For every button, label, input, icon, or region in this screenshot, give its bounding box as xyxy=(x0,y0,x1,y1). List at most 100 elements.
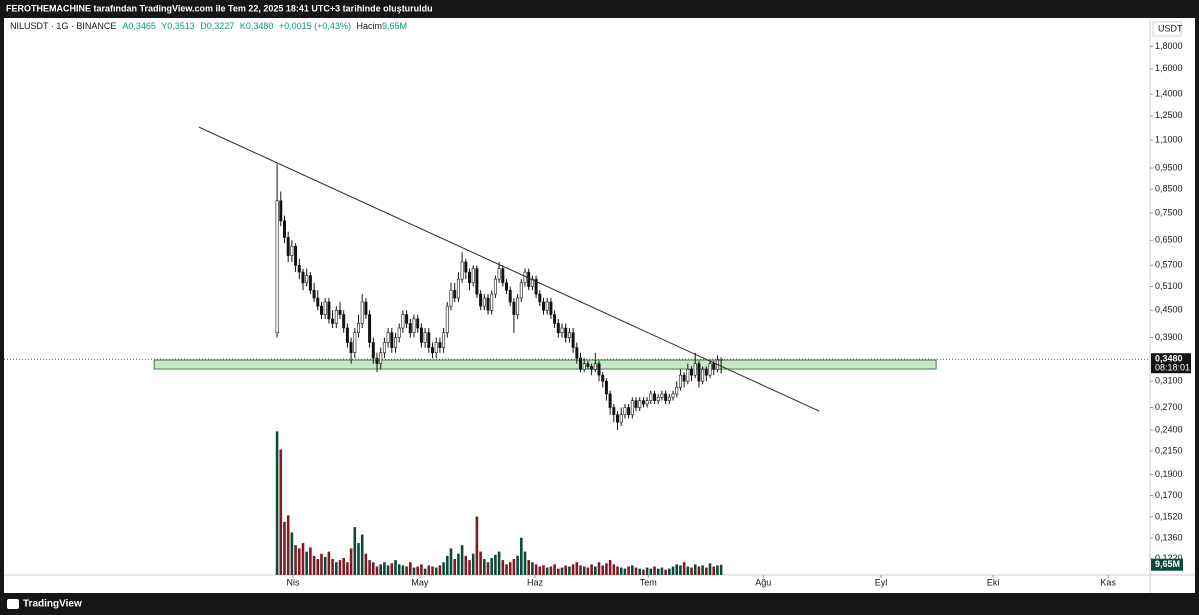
volume-bar xyxy=(553,564,556,575)
y-tick-label: 0,5100 xyxy=(1155,281,1183,291)
volume-bar xyxy=(608,560,612,575)
candle-body xyxy=(412,318,416,334)
candle-body xyxy=(612,407,616,416)
candle-body xyxy=(660,393,664,398)
candle-body xyxy=(434,342,438,354)
candle-body xyxy=(601,374,605,382)
volume-bar xyxy=(516,555,519,575)
candle-body xyxy=(664,393,668,401)
candle-body xyxy=(512,301,516,315)
volume-bar xyxy=(682,562,686,575)
volume-bar xyxy=(286,515,290,575)
candle-body xyxy=(508,289,512,303)
volume-bar xyxy=(575,562,579,575)
candle-body xyxy=(405,314,409,324)
candle-body xyxy=(608,393,612,408)
volume-bar xyxy=(653,566,656,575)
volume-bar xyxy=(597,562,601,575)
legend-change: +0,0015 (+0,43%) xyxy=(279,21,351,31)
candle-body xyxy=(371,342,375,359)
volume-bar xyxy=(401,565,405,575)
candle-body xyxy=(616,414,620,423)
candle-body xyxy=(475,268,479,295)
volume-bar xyxy=(283,521,286,575)
volume-bar xyxy=(394,560,397,575)
caption: FEROTHEMACHINE tarafından TradingView.co… xyxy=(6,3,433,13)
candle-body xyxy=(423,332,427,343)
volume-bar xyxy=(386,565,390,575)
y-tick-label: 0,8500 xyxy=(1155,184,1183,194)
x-tick-label: Ağu xyxy=(755,577,771,587)
candle-body xyxy=(645,400,649,405)
candle-body xyxy=(308,275,312,291)
volume-bar xyxy=(693,564,697,575)
candle-body xyxy=(464,261,468,273)
volume-bar xyxy=(390,563,394,575)
volume-bar xyxy=(331,559,334,575)
candle-body xyxy=(482,297,486,307)
candle-body xyxy=(686,369,690,382)
volume-bar xyxy=(616,566,619,575)
candle-body xyxy=(368,314,372,343)
volume-bar xyxy=(464,555,468,575)
candle-body xyxy=(560,327,564,334)
candle-body xyxy=(334,309,338,324)
volume-bar xyxy=(342,557,345,575)
volume-bar xyxy=(660,567,664,575)
candle-body xyxy=(523,271,527,284)
candle-body xyxy=(653,393,657,401)
candle-body xyxy=(704,369,708,376)
y-tick-label: 0,5700 xyxy=(1155,260,1183,270)
volume-bar xyxy=(483,559,486,575)
legend-high: Y0,3513 xyxy=(161,21,195,31)
logo-icon xyxy=(7,599,19,609)
trendline xyxy=(198,126,820,412)
volume-bar xyxy=(320,553,323,575)
volume-bar xyxy=(512,559,516,575)
volume-bar xyxy=(397,564,401,575)
volume-bar xyxy=(560,567,564,575)
volume-bar xyxy=(375,566,379,575)
candle-body xyxy=(571,332,575,348)
volume-bar xyxy=(649,568,653,575)
candle-body xyxy=(338,309,342,315)
legend-symbol: NILUSDT · 1G · BINANCE xyxy=(10,21,116,31)
volume-bar xyxy=(579,565,582,575)
volume-bar xyxy=(527,560,531,575)
candle-body xyxy=(316,297,320,307)
volume-bar xyxy=(549,566,553,575)
candle-body xyxy=(649,393,653,401)
volume-bar xyxy=(568,566,571,575)
candle-body xyxy=(442,332,446,348)
candle-body xyxy=(327,301,331,320)
x-tick-label: May xyxy=(411,577,429,587)
candle-body xyxy=(286,237,290,256)
legend-volume-value: 9,65M xyxy=(382,21,407,31)
volume-bar xyxy=(631,565,634,575)
candle-body xyxy=(275,200,279,334)
volume-bar xyxy=(279,449,283,575)
volume-bar xyxy=(490,557,494,575)
candle-body xyxy=(675,387,679,395)
candle-body xyxy=(386,332,390,343)
volume-bar xyxy=(442,562,445,575)
y-tick-label: 1,8000 xyxy=(1155,41,1183,51)
candle-body xyxy=(619,414,623,423)
candle-body xyxy=(408,323,412,334)
volume-bar xyxy=(716,565,719,575)
candle-body xyxy=(708,363,712,376)
volume-bar xyxy=(364,553,368,575)
candle-body xyxy=(397,327,401,338)
candle-body xyxy=(630,400,634,416)
volume-bar xyxy=(534,564,538,575)
volume-bar xyxy=(619,567,623,575)
candle-body xyxy=(353,332,357,354)
candle-body xyxy=(460,261,464,280)
volume-bar xyxy=(372,562,375,575)
volume-bar xyxy=(305,551,308,575)
x-tick-label: Kas xyxy=(1100,577,1116,587)
legend: NILUSDT · 1G · BINANCE A0,3465 Y0,3513 D… xyxy=(10,21,407,31)
candle-body xyxy=(490,293,494,311)
volume-bar xyxy=(675,564,679,575)
